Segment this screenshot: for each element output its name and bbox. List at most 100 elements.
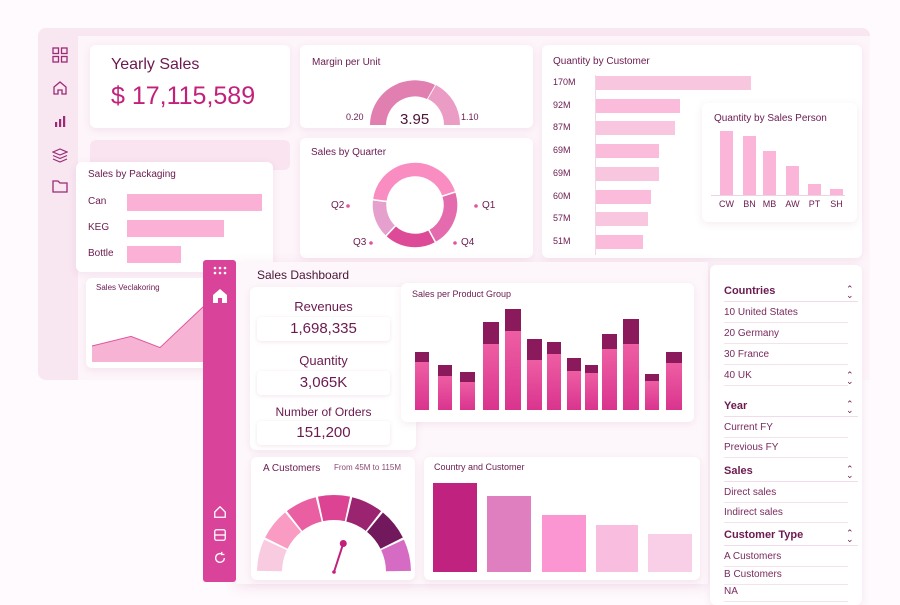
layers-icon[interactable] — [52, 147, 68, 163]
q1-label: Q1 — [482, 200, 496, 211]
filter-panel: Countries ⌃ ⌄ 10 United States 20 Germany 30 … — [710, 265, 862, 605]
chevron-updown-icon[interactable]: ⌃ ⌄ — [846, 284, 854, 300]
filter-item[interactable]: A Customers — [724, 551, 848, 567]
margin-gauge — [370, 80, 461, 125]
q2-label: Q2 — [331, 200, 345, 211]
spg-bar-lower — [505, 331, 521, 410]
cc-bar — [433, 483, 477, 572]
quantity-value: 3,065K — [257, 371, 390, 395]
donut-marker — [369, 241, 373, 245]
qbc-tick-label: 69M — [553, 145, 571, 156]
quantity-by-sales-person-card: Quantity by Sales Person CW BN MB AW PT SH — [702, 103, 857, 222]
spg-bar-lower — [602, 349, 617, 410]
filter-countries-header[interactable]: Countries — [724, 285, 858, 302]
filter-item[interactable]: Direct sales — [724, 487, 848, 503]
qbc-bar — [596, 234, 643, 249]
cc-bar — [487, 496, 531, 572]
pack-bar — [127, 194, 262, 211]
qsp-tick-label: BN — [743, 199, 756, 209]
chevron-updown-icon[interactable]: ⌃ ⌄ — [846, 528, 854, 544]
filter-item[interactable]: Indirect sales — [724, 507, 848, 523]
a-customers-card: A Customers From 45M to 115M — [251, 457, 415, 580]
qbc-bar — [596, 144, 659, 159]
qbc-tick-label: 170M — [553, 77, 576, 87]
gauge-segment — [346, 497, 382, 531]
margin-per-unit-card: Margin per Unit 3.95 0.20 1.10 — [300, 45, 533, 128]
home-icon[interactable] — [212, 288, 228, 303]
pack-title: Sales by Packaging — [88, 169, 176, 180]
home-outline-icon[interactable] — [213, 505, 227, 519]
gauge-pivot — [332, 570, 336, 574]
margin-title: Margin per Unit — [312, 57, 381, 68]
donut-slice-Q1 — [427, 190, 459, 244]
qsp-tick-label: SH — [830, 199, 843, 209]
qsp-bar — [720, 131, 733, 195]
home-icon[interactable] — [52, 80, 68, 96]
spg-title: Sales per Product Group — [412, 289, 512, 299]
donut-marker — [453, 241, 457, 245]
qbc-bar — [596, 166, 659, 181]
filter-year-header[interactable]: Year — [724, 400, 858, 417]
kpi-card: Revenues 1,698,335 Quantity 3,065K Numbe… — [250, 287, 416, 450]
spg-bar-lower — [527, 360, 542, 410]
margin-max: 1.10 — [461, 112, 479, 122]
pack-label: KEG — [88, 222, 110, 233]
gauge-segment — [317, 495, 351, 522]
gauge-segment — [367, 512, 403, 549]
filter-sales-header[interactable]: Sales — [724, 465, 858, 482]
margin-value: 3.95 — [400, 111, 430, 128]
filter-item[interactable]: Previous FY — [724, 442, 848, 458]
filter-item[interactable]: 10 United States — [724, 307, 848, 323]
qbc-tick-label: 57M — [553, 213, 571, 224]
qsp-tick-label: MB — [762, 199, 777, 209]
spg-bar-upper — [567, 358, 581, 371]
revenues-label: Revenues — [294, 299, 353, 314]
spg-bar-lower — [460, 382, 475, 410]
spg-bar-lower — [438, 376, 452, 410]
chevron-updown-icon[interactable]: ⌃ ⌄ — [846, 399, 854, 415]
refresh-icon[interactable] — [213, 551, 227, 565]
qsp-tick-label: PT — [808, 199, 821, 209]
spg-bar-upper — [623, 319, 639, 344]
sales-per-product-group-card: Sales per Product Group — [401, 283, 694, 422]
qsp-title: Quantity by Sales Person — [714, 113, 827, 124]
filter-item[interactable]: 30 France — [724, 349, 848, 365]
cc-bar — [648, 534, 692, 572]
chevron-updown-icon[interactable]: ⌃ ⌄ — [846, 464, 854, 480]
filter-item[interactable]: 20 Germany — [724, 328, 848, 344]
apps-icon[interactable] — [213, 266, 227, 276]
veclakoring-area-chart — [91, 305, 205, 362]
filter-item[interactable]: B Customers — [724, 569, 848, 585]
country-and-customer-card: Country and Customer — [424, 457, 700, 580]
grid-icon[interactable] — [52, 47, 68, 63]
spg-bar-upper — [460, 372, 475, 382]
qbc-tick-label: 51M — [553, 235, 571, 246]
spg-bar-upper — [483, 322, 499, 344]
pack-bar — [127, 246, 181, 263]
spg-bar-upper — [505, 309, 521, 331]
spg-bar-lower — [666, 363, 682, 410]
inbox-icon[interactable] — [213, 528, 227, 542]
qbc-bar — [596, 121, 676, 136]
q3-label: Q3 — [353, 237, 367, 248]
filter-item[interactable]: Current FY — [724, 422, 848, 438]
quarter-donut — [346, 161, 478, 249]
orders-value: 151,200 — [257, 421, 390, 445]
spg-bar-lower — [483, 344, 499, 410]
spg-bar-lower — [585, 373, 598, 410]
quarter-title: Sales by Quarter — [311, 147, 387, 158]
filter-customer-type-header[interactable]: Customer Type — [724, 529, 858, 546]
spg-bar-upper — [547, 342, 561, 354]
veclakoring-title: Sales Veclakoring — [96, 283, 160, 292]
spg-bar-lower — [547, 354, 561, 410]
bar-chart-icon[interactable] — [52, 113, 68, 129]
spg-bar-lower — [567, 371, 581, 410]
filter-item[interactable]: 40 UK — [724, 370, 848, 386]
cc-bar — [596, 525, 638, 572]
spg-bar-upper — [438, 365, 452, 376]
sales-by-packaging-card: Sales by Packaging Can KEG Bottle — [76, 162, 273, 272]
donut-marker — [346, 204, 350, 208]
folder-icon[interactable] — [52, 178, 68, 194]
revenues-value: 1,698,335 — [257, 317, 390, 341]
chevron-updown-icon[interactable]: ⌃ ⌄ — [846, 370, 854, 386]
